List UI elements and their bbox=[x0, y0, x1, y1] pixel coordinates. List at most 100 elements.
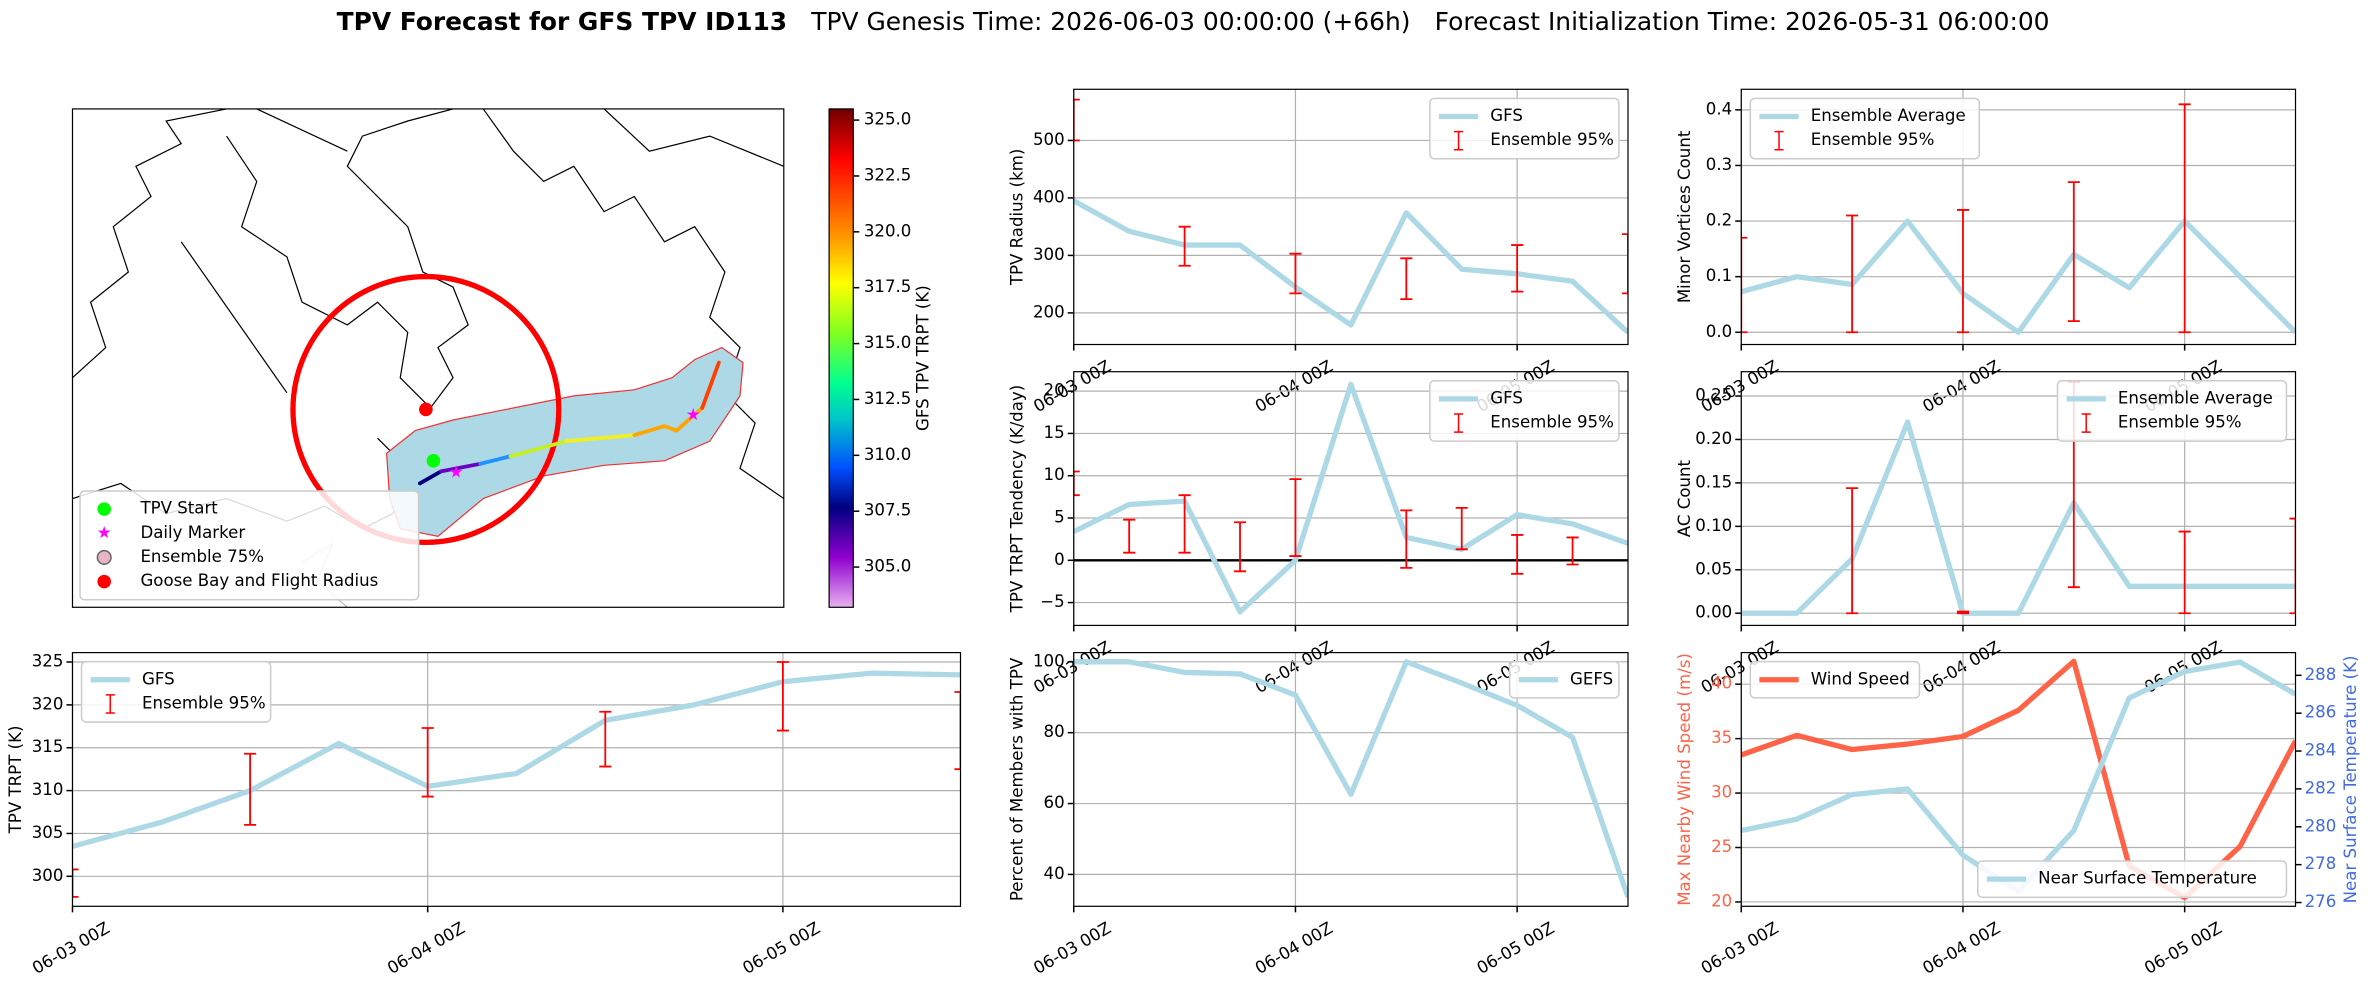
plot-frame bbox=[1740, 371, 2297, 627]
y-axis-label: Percent of Members with TPV bbox=[1007, 657, 1026, 901]
legend-label: TPV Start bbox=[139, 499, 218, 518]
track bbox=[417, 360, 721, 486]
y-tick-label: 0.05 bbox=[1695, 559, 1732, 578]
y-tick-label: 305 bbox=[32, 823, 64, 842]
legend-label: Ensemble Average bbox=[1811, 106, 1966, 125]
y-tick-label: 100 bbox=[1033, 651, 1065, 670]
y-tick-label: 0.4 bbox=[1706, 99, 1732, 118]
error-bar bbox=[1400, 509, 1413, 569]
x-tick-label: 06-03 00Z bbox=[1698, 918, 1782, 977]
legend-label: GFS bbox=[1490, 388, 1523, 407]
error-bar bbox=[1741, 236, 1748, 334]
y-axis-label: TPV TRPT (K) bbox=[6, 726, 25, 835]
legend-label: Goose Bay and Flight Radius bbox=[140, 571, 378, 590]
y-axis-label: TPV TRPT Tendency (K/day) bbox=[1007, 385, 1026, 614]
y2-tick-label: 284 bbox=[2305, 741, 2337, 760]
y-tick-label: −5 bbox=[1040, 592, 1064, 611]
legend-label: GFS bbox=[1490, 106, 1523, 125]
x-tick-label: 06-04 00Z bbox=[1919, 918, 2003, 977]
series-line bbox=[1741, 419, 2296, 616]
y2-axis-label: Near Surface Temperature (K) bbox=[2341, 656, 2360, 904]
y-tick-label: 5 bbox=[1054, 508, 1065, 527]
legend: GFS Ensemble 95% bbox=[80, 660, 272, 723]
y-axis-label: Max Nearby Wind Speed (m/s) bbox=[1675, 653, 1694, 906]
y2-tick-label: 286 bbox=[2305, 703, 2337, 722]
series-line bbox=[72, 670, 961, 849]
legend-label: Ensemble 75% bbox=[140, 547, 264, 566]
series-line bbox=[1073, 381, 1628, 615]
error-bar bbox=[1073, 98, 1080, 142]
y-tick-label: 310 bbox=[32, 780, 64, 799]
colorbar-tick-label: 305.0 bbox=[864, 557, 912, 576]
legend-label: Wind Speed bbox=[1811, 669, 1910, 688]
legend-label: Ensemble 95% bbox=[1490, 130, 1614, 149]
legend-errorbar bbox=[105, 694, 115, 714]
coastline bbox=[72, 108, 227, 379]
plot-frame bbox=[1740, 651, 2297, 907]
colorbar-tick-label: 310.0 bbox=[864, 445, 912, 464]
error-bar bbox=[2178, 103, 2191, 334]
y-tick-label: 320 bbox=[32, 694, 64, 713]
colorbar-tick-label: 317.5 bbox=[864, 277, 912, 296]
y-tick-label: 0.10 bbox=[1695, 516, 1732, 535]
legend-box bbox=[1508, 660, 1620, 699]
y2-tick-label: 280 bbox=[2305, 816, 2337, 835]
x-tick-label: 06-04 00Z bbox=[384, 918, 468, 977]
legend: Ensemble Average Ensemble 95% bbox=[1749, 97, 1981, 160]
x-tick-label: 06-04 00Z bbox=[1919, 357, 2003, 416]
y-tick-label: 0.20 bbox=[1695, 429, 1732, 448]
y-axis-label: TPV Radius (km) bbox=[1007, 149, 1026, 287]
legend: TPV Start ★ Daily Marker Ensemble 75% Goose … bbox=[79, 490, 420, 601]
x-tick-label: 06-04 00Z bbox=[1919, 637, 2003, 696]
legend-marker bbox=[97, 574, 111, 589]
title-main: TPV Forecast for GFS TPV ID113 bbox=[337, 7, 788, 36]
x-tick-label: 06-05 00Z bbox=[739, 918, 823, 977]
legend: Wind Speed bbox=[1749, 660, 1921, 699]
y-tick-label: 0.00 bbox=[1695, 603, 1732, 622]
error-bar bbox=[1956, 209, 1970, 334]
legend-marker bbox=[97, 502, 111, 516]
legend-box bbox=[79, 490, 420, 601]
legend-box bbox=[1749, 660, 1921, 699]
error-bar bbox=[1178, 494, 1191, 554]
error-bar bbox=[1846, 214, 1859, 334]
y-tick-label: 0.2 bbox=[1706, 211, 1732, 230]
y-tick-label: 20 bbox=[1044, 381, 1065, 400]
daily-marker: ★ bbox=[686, 405, 701, 424]
plot-frame bbox=[1740, 88, 2297, 346]
track-segment bbox=[439, 461, 483, 474]
boundary bbox=[180, 108, 784, 394]
legend-box bbox=[1429, 380, 1620, 442]
y-tick-label: 40 bbox=[1044, 864, 1065, 883]
y-tick-label: 0 bbox=[1054, 550, 1065, 569]
map-frame bbox=[71, 108, 785, 608]
colorbar-tick-label: 322.5 bbox=[864, 165, 912, 184]
y2-tick-label: 276 bbox=[2305, 892, 2337, 911]
legend: Near Surface Temperature bbox=[1977, 860, 2288, 898]
error-bar bbox=[1233, 521, 1247, 573]
plot-frame bbox=[1073, 371, 1629, 627]
plot-frame bbox=[1073, 88, 1629, 346]
error-bar bbox=[599, 710, 612, 768]
plot-area bbox=[72, 661, 961, 898]
error-bar bbox=[421, 727, 434, 798]
tpv-start bbox=[426, 454, 441, 468]
y-tick-label: 0.0 bbox=[1706, 322, 1732, 341]
coastline bbox=[482, 108, 784, 500]
y-axis-label: AC Count bbox=[1675, 459, 1694, 537]
y-axis-label: Minor Vortices Count bbox=[1675, 130, 1694, 303]
coastline bbox=[226, 108, 469, 409]
x-tick-label: 06-05 00Z bbox=[1474, 918, 1558, 977]
y-tick-label: 325 bbox=[32, 652, 64, 671]
legend-box bbox=[1749, 97, 1981, 160]
track-segment bbox=[632, 406, 705, 438]
y-tick-label: 200 bbox=[1033, 302, 1065, 321]
x-tick-label: 06-03 00Z bbox=[1030, 918, 1114, 977]
error-bar bbox=[1178, 225, 1191, 267]
legend-label: Near Surface Temperature bbox=[2038, 869, 2257, 888]
colorbar-tick-label: 312.5 bbox=[864, 389, 912, 408]
track-segment bbox=[564, 433, 637, 444]
series-line bbox=[1741, 218, 2296, 335]
legend: GEFS bbox=[1508, 660, 1620, 699]
